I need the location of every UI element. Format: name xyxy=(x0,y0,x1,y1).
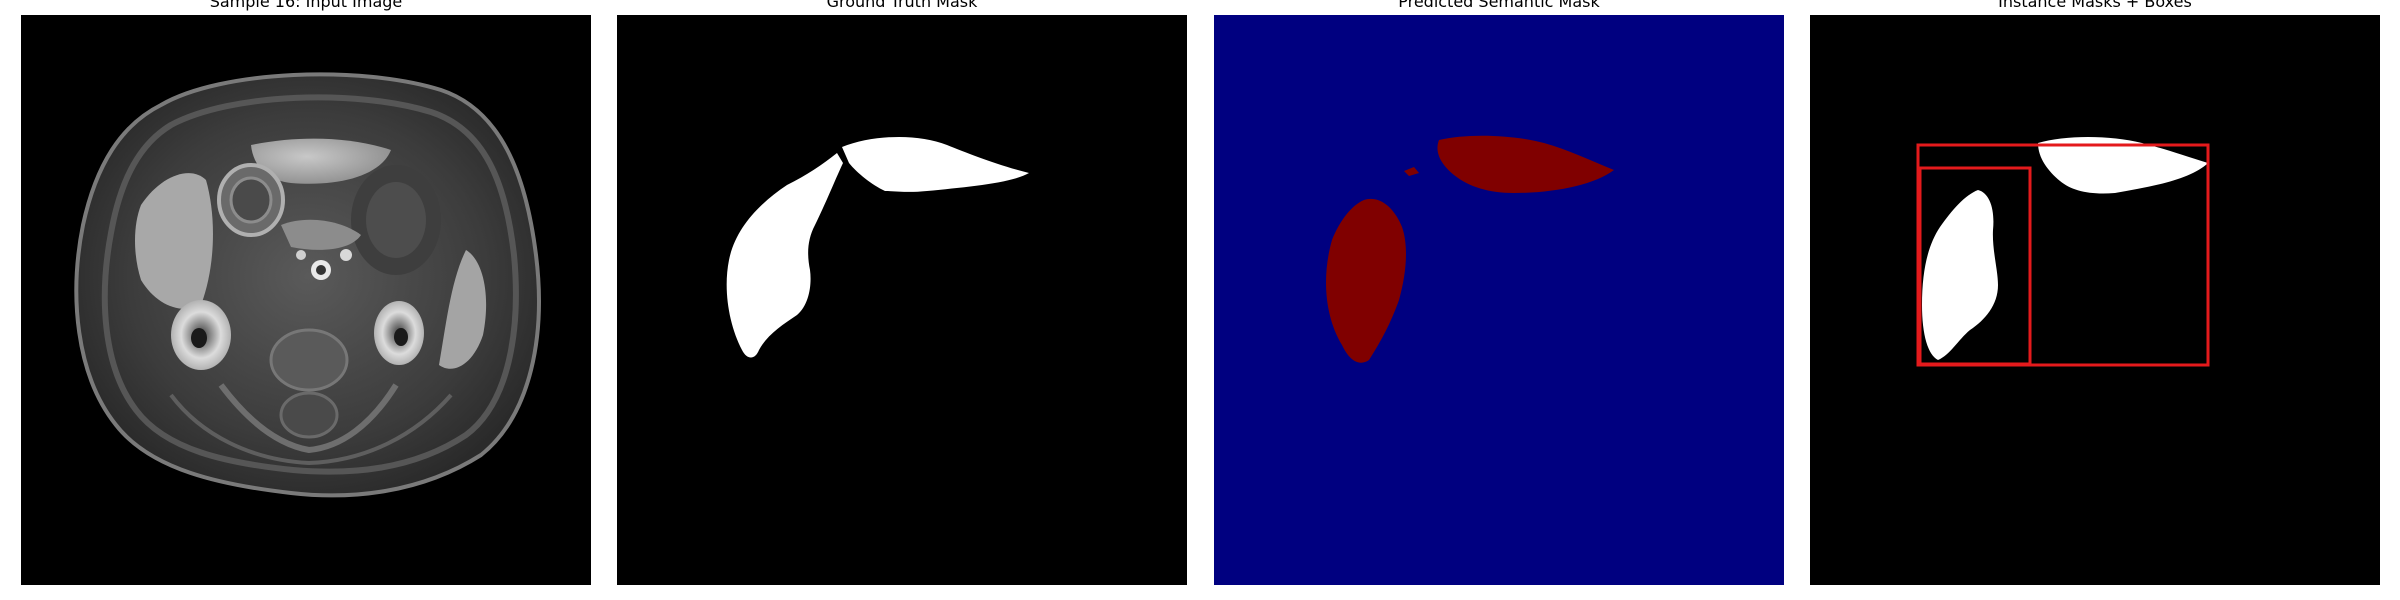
predicted-region-left xyxy=(1326,198,1406,363)
panel-title-ground-truth: Ground Truth Mask xyxy=(826,0,978,11)
panel-title-predicted-semantic: Predicted Semantic Mask xyxy=(1398,0,1600,11)
panel-title-input-image: Sample 16: Input Image xyxy=(209,0,403,11)
ground-truth-region-left xyxy=(726,153,843,358)
predicted-region-upper xyxy=(1437,135,1614,193)
mri-input-image xyxy=(21,15,591,585)
predicted-fragment xyxy=(1404,167,1419,176)
ground-truth-panel xyxy=(617,15,1187,585)
predicted-semantic-mask xyxy=(1214,15,1784,585)
instance-mask-upper xyxy=(2038,137,2208,194)
predicted-semantic-panel xyxy=(1214,15,1784,585)
bounding-box-large xyxy=(1916,143,2210,367)
bounding-box-small xyxy=(1918,166,2032,366)
instance-masks-panel xyxy=(1810,15,2380,585)
ground-truth-mask xyxy=(617,15,1187,585)
instance-mask-left xyxy=(1922,190,1998,360)
instance-masks-image xyxy=(1810,15,2380,585)
ground-truth-region-upper xyxy=(842,136,1029,192)
input-image-panel xyxy=(21,15,591,585)
panel-title-instance-masks: Instance Masks + Boxes xyxy=(1998,0,2192,11)
